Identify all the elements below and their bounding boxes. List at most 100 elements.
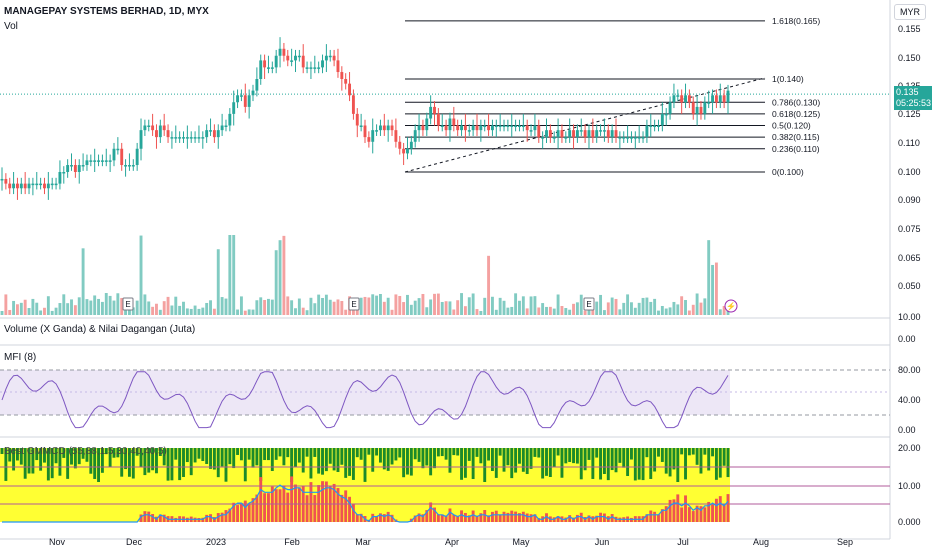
gmmcd-green-bar <box>294 448 297 467</box>
mfi-tick-label: 40.00 <box>898 395 921 405</box>
candle-body <box>77 165 81 172</box>
candle-body <box>301 55 305 68</box>
gmmcd-green-bar <box>413 448 417 460</box>
candle-body <box>297 55 301 58</box>
fib-level-label: 0.618(0.125) <box>772 109 820 119</box>
candle-body <box>657 125 660 127</box>
gmmcd-green-bar <box>382 448 386 470</box>
gmmcd-green-bar <box>479 448 483 464</box>
volume-bar <box>93 295 97 315</box>
candle-body <box>448 118 452 131</box>
volume-bar <box>378 294 382 315</box>
volume-bar <box>371 294 375 315</box>
volume-bar <box>23 299 27 315</box>
gmmcd-green-bar <box>660 448 664 462</box>
gmmcd-red-bar <box>448 508 452 522</box>
volume-tick-label: 0.00 <box>898 334 916 344</box>
gmmcd-green-bar <box>575 448 579 464</box>
volume-bar <box>270 299 274 315</box>
candle-body <box>556 130 560 138</box>
gmmcd-red-bar <box>444 515 448 522</box>
gmmcd-green-bar <box>8 448 12 462</box>
candle-body <box>378 125 382 131</box>
volume-bar <box>537 307 541 315</box>
candle-body <box>85 160 89 166</box>
volume-bar <box>332 301 336 315</box>
candle-body <box>460 125 463 131</box>
volume-bar <box>568 309 572 315</box>
candle-body <box>321 60 324 68</box>
price-tick-label: 0.050 <box>898 281 921 291</box>
volume-bar <box>398 295 402 315</box>
gmmcd-green-bar <box>606 448 610 481</box>
volume-bar <box>73 305 77 315</box>
gmmcd-green-bar <box>568 448 572 462</box>
gmmcd-red-bar <box>575 514 579 522</box>
volume-bar <box>699 302 703 315</box>
gmmcd-green-bar <box>684 448 687 480</box>
volume-bar <box>722 305 726 315</box>
gmmcd-green-bar <box>653 448 657 472</box>
candle-body <box>502 125 506 127</box>
gmmcd-green-bar <box>19 448 23 465</box>
price-tick-label: 0.075 <box>898 224 921 234</box>
gmmcd-green-bar <box>66 448 70 479</box>
gmmcd-green-bar <box>131 448 135 479</box>
candle-body <box>433 106 436 114</box>
price-tick-label: 0.100 <box>898 167 921 177</box>
candle-body <box>290 60 294 62</box>
earnings-marker-label: E <box>125 300 130 309</box>
gmmcd-green-bar <box>421 448 425 469</box>
gmmcd-green-bar <box>560 448 564 478</box>
gmmcd-red-bar <box>506 512 510 522</box>
gmmcd-green-bar <box>676 448 680 482</box>
candle-body <box>89 160 93 162</box>
volume-bar <box>247 309 251 315</box>
volume-bar <box>278 240 282 315</box>
gmmcd-red-bar <box>224 510 228 522</box>
gmmcd-green-bar <box>124 448 128 470</box>
gmmcd-green-bar <box>212 448 216 470</box>
volume-bar <box>77 297 81 315</box>
candle-body <box>406 148 409 154</box>
gmmcd-green-bar <box>386 448 390 471</box>
gmmcd-green-bar <box>224 448 228 482</box>
gmmcd-green-bar <box>155 448 158 474</box>
currency-button[interactable]: MYR <box>894 4 926 20</box>
candle-body <box>699 106 703 114</box>
volume-bar <box>641 297 645 315</box>
volume-bar <box>197 308 201 315</box>
candle-body <box>471 125 475 131</box>
gmmcd-green-bar <box>417 448 421 462</box>
candle-body <box>216 130 220 138</box>
volume-bar <box>664 308 668 315</box>
candle-body <box>189 137 193 139</box>
candle-body <box>572 130 575 138</box>
gmmcd-red-bar <box>344 490 348 522</box>
candle-body <box>0 178 4 181</box>
candle-body <box>35 183 39 186</box>
candle-body <box>236 95 240 103</box>
volume-bar <box>711 264 715 315</box>
candle-body <box>66 165 70 172</box>
gmmcd-red-bar <box>722 503 726 522</box>
gmmcd-green-bar <box>436 448 440 457</box>
volume-bar <box>610 297 614 315</box>
candle-body <box>201 137 205 139</box>
candle-body <box>394 130 398 142</box>
gmmcd-green-bar <box>81 448 85 459</box>
gmmcd-red-bar <box>726 494 730 522</box>
gmmcd-green-bar <box>12 448 16 471</box>
candle-body <box>348 83 352 96</box>
volume-bar <box>487 255 491 315</box>
gmmcd-green-bar <box>321 448 324 475</box>
candle-body <box>155 130 158 138</box>
candle-body <box>452 118 456 126</box>
gmmcd-red-bar <box>209 514 212 522</box>
time-tick-label: Jul <box>677 537 689 547</box>
candle-body <box>498 125 502 127</box>
volume-bar <box>529 296 533 315</box>
gmmcd-red-bar <box>645 514 649 522</box>
lightning-icon <box>724 299 738 313</box>
